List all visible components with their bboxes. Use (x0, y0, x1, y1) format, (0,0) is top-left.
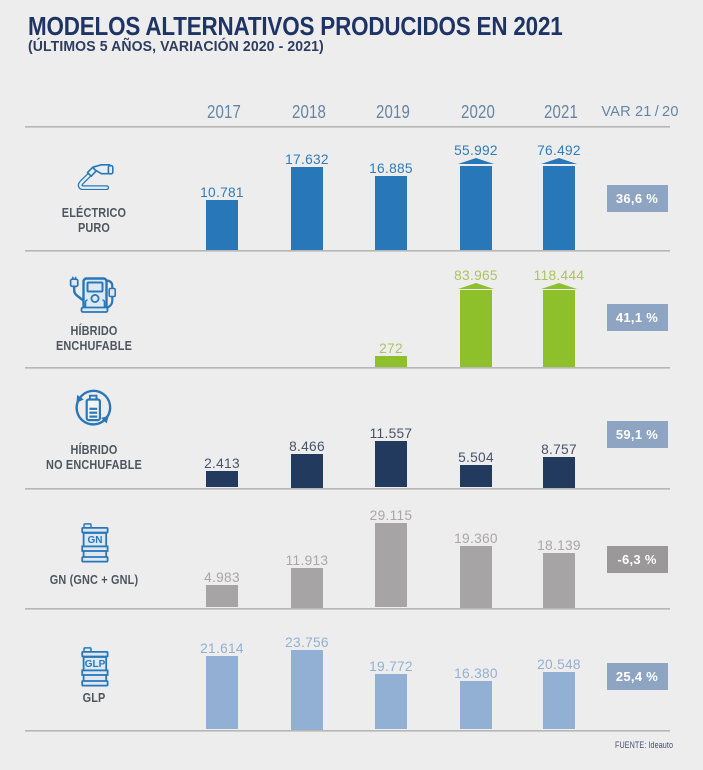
svg-text:GN: GN (88, 535, 103, 546)
svg-text:GLP: GLP (85, 659, 106, 670)
